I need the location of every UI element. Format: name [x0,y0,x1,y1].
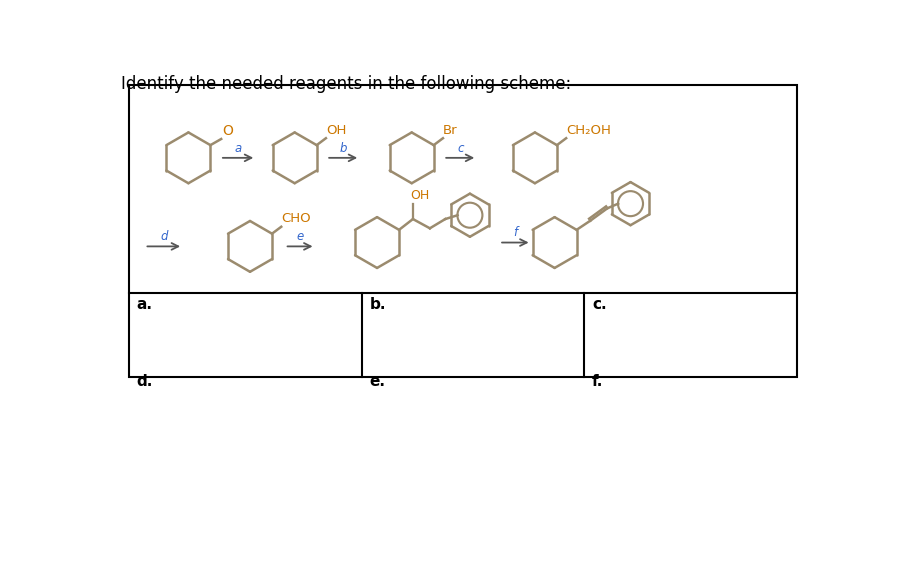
Text: O: O [222,124,233,138]
Text: f.: f. [591,374,602,389]
Text: CH₂OH: CH₂OH [565,124,610,136]
Text: b: b [339,142,347,155]
Text: CHO: CHO [281,212,311,225]
Text: c: c [456,142,463,155]
Text: Identify the needed reagents in the following scheme:: Identify the needed reagents in the foll… [121,75,571,94]
Text: OH: OH [409,189,429,202]
Text: a.: a. [136,297,153,312]
Text: a: a [234,142,241,155]
Bar [129,85,796,377]
Text: b.: b. [369,297,386,312]
Text: d: d [160,230,167,243]
Text: e: e [296,230,303,243]
Text: f: f [513,227,517,239]
Text: Br: Br [442,124,457,136]
Text: d.: d. [136,374,153,389]
Text: e.: e. [369,374,385,389]
Text: OH: OH [326,124,346,136]
Text: c.: c. [591,297,606,312]
